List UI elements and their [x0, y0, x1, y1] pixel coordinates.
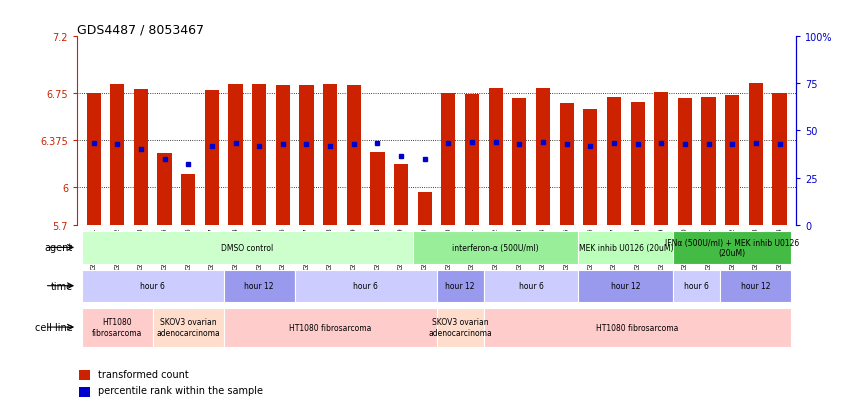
- Bar: [294, 270, 437, 302]
- Text: transformed count: transformed count: [98, 369, 189, 379]
- Bar: [300, 86, 313, 225]
- Text: interferon-α (500U/ml): interferon-α (500U/ml): [452, 243, 539, 252]
- Bar: [86, 94, 101, 225]
- Bar: [181, 175, 195, 225]
- Text: hour 12: hour 12: [611, 282, 640, 290]
- Bar: [413, 231, 579, 265]
- Bar: [223, 270, 294, 302]
- Text: time: time: [51, 281, 73, 291]
- Bar: [673, 270, 721, 302]
- Bar: [82, 231, 413, 265]
- Text: hour 6: hour 6: [140, 282, 165, 290]
- Bar: [673, 231, 791, 265]
- Bar: [229, 85, 242, 225]
- Text: cell line: cell line: [35, 322, 73, 332]
- Bar: [82, 270, 223, 302]
- Bar: [560, 104, 574, 225]
- Bar: [749, 83, 763, 225]
- Bar: [276, 86, 290, 225]
- Text: HT1080 fibrosarcoma: HT1080 fibrosarcoma: [597, 323, 679, 332]
- Bar: [465, 95, 479, 225]
- Bar: [631, 102, 645, 225]
- Bar: [579, 231, 673, 265]
- Bar: [134, 90, 148, 225]
- Bar: [437, 308, 484, 347]
- Bar: [654, 92, 669, 225]
- Bar: [323, 85, 337, 225]
- Bar: [701, 97, 716, 225]
- Text: hour 12: hour 12: [245, 282, 274, 290]
- Bar: [484, 270, 579, 302]
- Bar: [725, 96, 740, 225]
- Text: percentile rank within the sample: percentile rank within the sample: [98, 385, 264, 395]
- Bar: [347, 86, 361, 225]
- Bar: [579, 270, 673, 302]
- Bar: [418, 192, 431, 225]
- Bar: [223, 308, 437, 347]
- Bar: [489, 88, 502, 225]
- Bar: [152, 308, 223, 347]
- Bar: [437, 270, 484, 302]
- Text: hour 12: hour 12: [445, 282, 475, 290]
- Bar: [583, 110, 597, 225]
- Bar: [484, 308, 791, 347]
- Bar: [205, 91, 219, 225]
- Text: MEK inhib U0126 (20uM): MEK inhib U0126 (20uM): [579, 243, 673, 252]
- Bar: [536, 88, 550, 225]
- Bar: [158, 154, 172, 225]
- Text: HT1080
fibrosarcoma: HT1080 fibrosarcoma: [92, 318, 142, 337]
- Text: hour 6: hour 6: [519, 282, 544, 290]
- Text: hour 12: hour 12: [741, 282, 770, 290]
- Bar: [512, 99, 526, 225]
- Text: SKOV3 ovarian
adenocarcinoma: SKOV3 ovarian adenocarcinoma: [428, 318, 492, 337]
- Bar: [607, 97, 621, 225]
- Text: HT1080 fibrosarcoma: HT1080 fibrosarcoma: [289, 323, 372, 332]
- Text: DMSO control: DMSO control: [221, 243, 273, 252]
- Bar: [678, 99, 692, 225]
- Text: hour 6: hour 6: [354, 282, 378, 290]
- Bar: [252, 85, 266, 225]
- Bar: [110, 85, 124, 225]
- Bar: [772, 94, 787, 225]
- Text: GDS4487 / 8053467: GDS4487 / 8053467: [77, 23, 204, 36]
- Text: hour 6: hour 6: [684, 282, 709, 290]
- Bar: [721, 270, 791, 302]
- Text: agent: agent: [45, 243, 73, 253]
- Bar: [394, 165, 408, 225]
- Bar: [371, 152, 384, 225]
- Text: IFNα (500U/ml) + MEK inhib U0126
(20uM): IFNα (500U/ml) + MEK inhib U0126 (20uM): [665, 238, 800, 257]
- Bar: [82, 308, 152, 347]
- Bar: [442, 94, 455, 225]
- Text: SKOV3 ovarian
adenocarcinoma: SKOV3 ovarian adenocarcinoma: [157, 318, 220, 337]
